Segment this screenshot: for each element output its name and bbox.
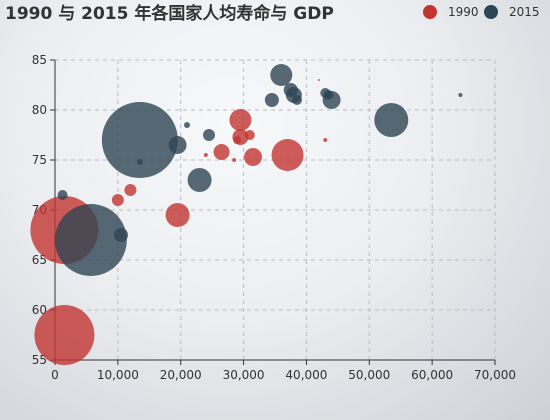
bubble-2015[interactable] [203,129,215,141]
bubble-2015[interactable] [374,103,409,137]
legend-item-1990[interactable]: 1990 [423,5,479,19]
bubble-2015[interactable] [101,102,178,178]
bubble-1990[interactable] [244,130,255,140]
legend-item-2015[interactable]: 2015 [484,5,540,19]
bubble-1990[interactable] [111,194,124,206]
y-tick-label: 85 [32,53,47,67]
bubble-2015[interactable] [458,93,463,97]
bubble-1990[interactable] [318,79,320,81]
bubble-2015[interactable] [57,190,68,200]
legend-label-2015: 2015 [509,5,540,19]
bubble-1990[interactable] [232,129,249,145]
bubble-1990[interactable] [165,203,190,227]
bubble-1990[interactable] [244,148,262,166]
bubble-2015[interactable] [264,93,279,107]
bubble-2015[interactable] [322,91,341,109]
bubble-2015[interactable] [168,136,187,154]
y-tick-label: 80 [32,103,47,117]
bubble-1990[interactable] [323,138,328,142]
y-tick-label: 55 [32,353,47,367]
bubble-1990[interactable] [271,139,304,171]
bubbles [30,64,463,365]
bubble-2015[interactable] [114,228,128,242]
bubble-1990[interactable] [229,109,252,131]
bubble-2015[interactable] [270,64,293,86]
bubble-2015[interactable] [292,95,302,105]
chart-title: 1990 与 2015 年各国家人均寿命与 GDP [5,3,334,24]
bubble-2015[interactable] [136,159,143,165]
bubble-2015[interactable] [54,204,127,276]
legend-marker-1990 [423,5,437,19]
bubble-1990[interactable] [232,158,237,162]
x-tick-label: 40,000 [285,368,327,382]
bubble-1990[interactable] [34,305,95,365]
legend-label-1990: 1990 [448,5,479,19]
x-tick-label: 60,000 [411,368,453,382]
bubble-2015[interactable] [187,168,212,192]
x-tick-label: 70,000 [474,368,516,382]
bubble-2015[interactable] [184,122,190,128]
x-tick-label: 50,000 [348,368,390,382]
grid-lines [55,59,496,360]
bubble-1990[interactable] [213,144,230,160]
x-tick-label: 30,000 [223,368,265,382]
y-tick-label: 60 [32,303,47,317]
legend[interactable]: 1990 2015 [423,5,540,19]
bubble-1990[interactable] [124,184,137,196]
bubble-1990[interactable] [203,153,208,157]
x-tick-label: 20,000 [160,368,202,382]
x-tick-label: 10,000 [97,368,139,382]
x-tick-label: 0 [51,368,59,382]
legend-marker-2015 [484,5,498,19]
y-tick-label: 75 [32,153,47,167]
